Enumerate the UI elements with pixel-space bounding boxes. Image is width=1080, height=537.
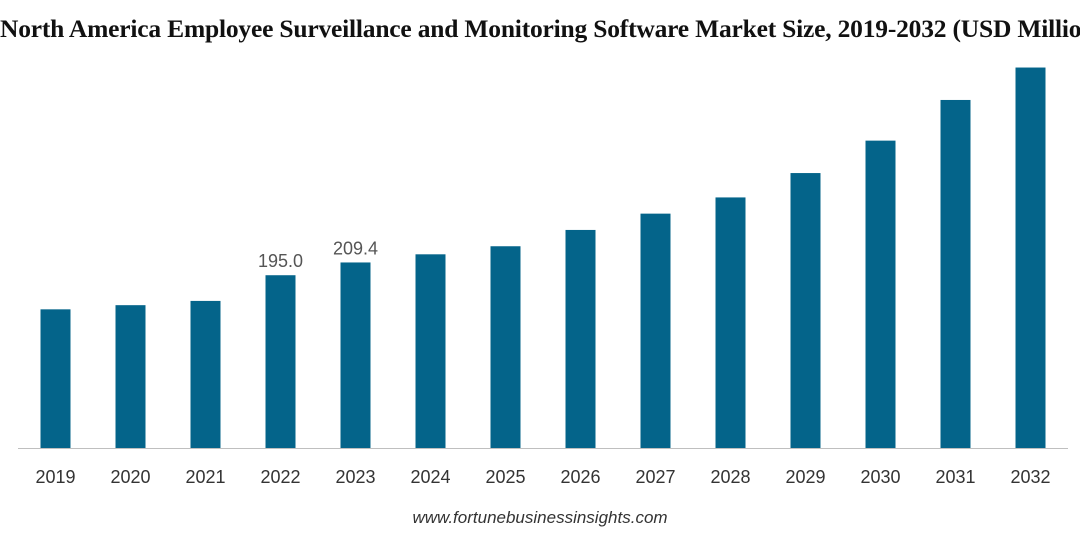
bar-2031 [940,99,971,448]
x-tick-label-2021: 2021 [185,467,225,487]
data-label-2023: 209.4 [333,238,378,258]
x-tick-label-2024: 2024 [410,467,450,487]
x-tick-label-2028: 2028 [710,467,750,487]
chart-title: North America Employee Surveillance and … [0,14,1080,43]
x-tick-label-2029: 2029 [785,467,825,487]
data-labels: 195.0 209.4 [258,238,378,271]
x-tick-label-2019: 2019 [35,467,75,487]
x-tick-label-2023: 2023 [335,467,375,487]
bar-2021 [190,300,221,448]
x-tick-label-2027: 2027 [635,467,675,487]
bar-2025 [490,246,521,448]
bar-2020 [115,305,146,448]
x-tick-label-2026: 2026 [560,467,600,487]
x-tick-label-2030: 2030 [860,467,900,487]
x-tick-label-2032: 2032 [1010,467,1050,487]
x-tick-labels: 2019 2020 2021 2022 2023 2024 2025 2026 2027 2028… [35,467,1050,487]
bar-2019 [40,309,71,448]
bar-2023 [340,262,371,448]
bar-2029 [790,173,821,449]
bar-2032 [1015,67,1046,449]
bar-2027 [640,213,671,448]
source-note: www.fortunebusinessinsights.com [412,508,668,527]
x-tick-label-2031: 2031 [935,467,975,487]
bars-group [40,67,1046,449]
x-tick-label-2020: 2020 [110,467,150,487]
data-label-2022: 195.0 [258,251,303,271]
bar-2024 [415,254,446,448]
x-tick-label-2025: 2025 [485,467,525,487]
bar-2030 [865,140,896,448]
x-tick-label-2022: 2022 [260,467,300,487]
bar-2028 [715,197,746,448]
bar-2026 [565,229,596,448]
bar-2022 [265,275,296,448]
